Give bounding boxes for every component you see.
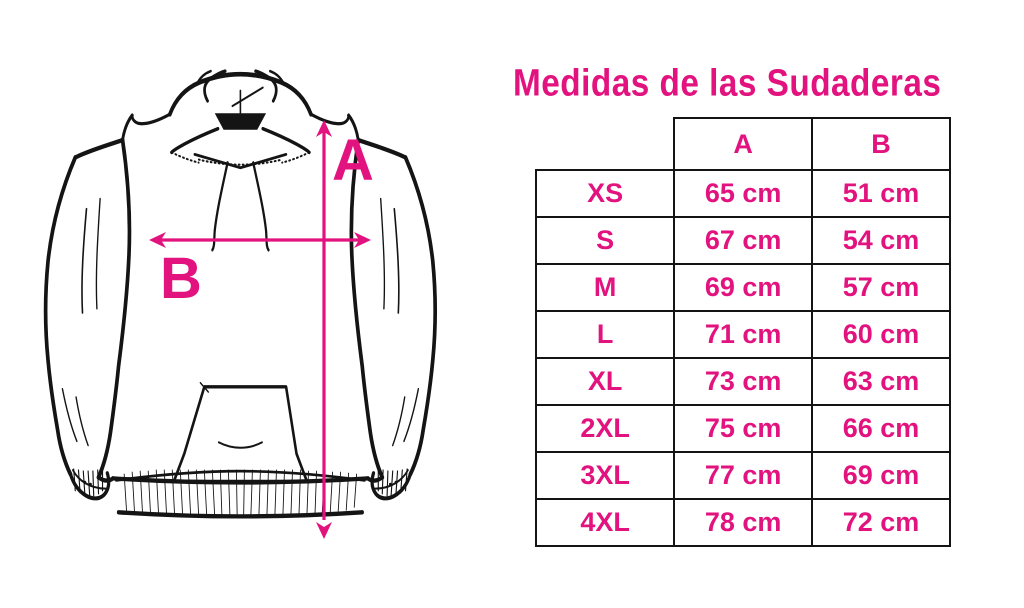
svg-text:B: B xyxy=(160,246,202,311)
svg-text:A: A xyxy=(332,128,374,193)
